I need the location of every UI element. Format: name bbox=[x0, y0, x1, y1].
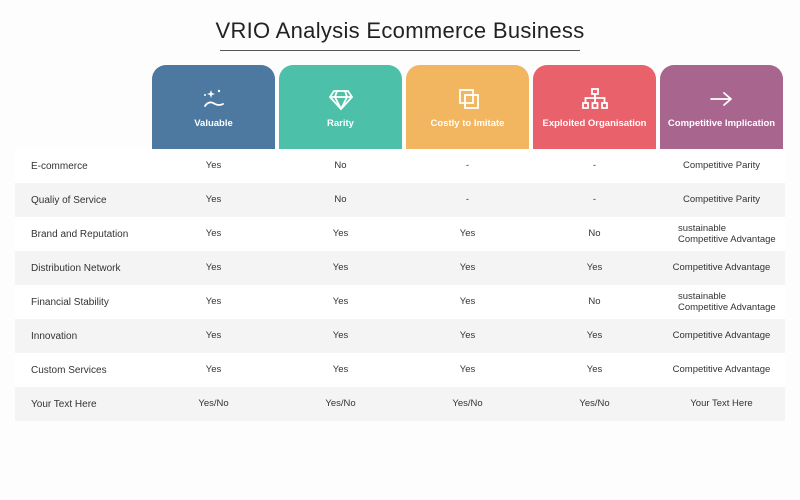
cell: Yes bbox=[531, 353, 658, 387]
cell: No bbox=[531, 217, 658, 251]
diamond-icon bbox=[326, 85, 356, 113]
row-label: Custom Services bbox=[15, 353, 150, 387]
title-underline bbox=[220, 50, 580, 51]
cell: Yes bbox=[150, 217, 277, 251]
row-label: Brand and Reputation bbox=[15, 217, 150, 251]
vrio-table-container: VRIO Analysis Ecommerce Business Valuabl… bbox=[15, 0, 785, 421]
table-row: Financial StabilityYesYesYesNosustainabl… bbox=[15, 285, 785, 319]
table-row: Your Text HereYes/NoYes/NoYes/NoYes/NoYo… bbox=[15, 387, 785, 421]
cell: - bbox=[404, 183, 531, 217]
cell: Competitive Advantage bbox=[658, 353, 785, 387]
header-cell: Valuable bbox=[150, 65, 277, 149]
cell: Yes/No bbox=[404, 387, 531, 421]
header-label: Exploited Organisation bbox=[543, 119, 647, 129]
cell: Yes bbox=[150, 183, 277, 217]
cell: Competitive Parity bbox=[658, 149, 785, 183]
header-card-costly-to-imitate: Costly to Imitate bbox=[406, 65, 529, 149]
cell: Your Text Here bbox=[658, 387, 785, 421]
header-card-valuable: Valuable bbox=[152, 65, 275, 149]
table-row: InnovationYesYesYesYesCompetitive Advant… bbox=[15, 319, 785, 353]
sparkle-hand-icon bbox=[199, 85, 229, 113]
table-row: Qualiy of ServiceYesNo--Competitive Pari… bbox=[15, 183, 785, 217]
cell: Yes bbox=[531, 319, 658, 353]
cell: sustainable Competitive Advantage bbox=[658, 285, 785, 319]
cell: Yes/No bbox=[150, 387, 277, 421]
header-row: Valuable Rarity Costly to Imitate Exploi… bbox=[15, 65, 785, 149]
header-card-exploited-organisation: Exploited Organisation bbox=[533, 65, 656, 149]
cell: Yes bbox=[150, 319, 277, 353]
header-cell: Rarity bbox=[277, 65, 404, 149]
table-row: Brand and ReputationYesYesYesNosustainab… bbox=[15, 217, 785, 251]
header-label: Competitive Implication bbox=[668, 119, 775, 129]
cell: Yes bbox=[531, 251, 658, 285]
header-label: Valuable bbox=[194, 119, 233, 129]
header-card-rarity: Rarity bbox=[279, 65, 402, 149]
cell: Yes bbox=[404, 251, 531, 285]
cell: No bbox=[277, 149, 404, 183]
page-title: VRIO Analysis Ecommerce Business bbox=[15, 18, 785, 44]
arrow-right-icon bbox=[707, 85, 737, 113]
cell: Yes bbox=[150, 149, 277, 183]
cell: Yes bbox=[150, 353, 277, 387]
cell: - bbox=[404, 149, 531, 183]
header-cell: Exploited Organisation bbox=[531, 65, 658, 149]
row-label: Distribution Network bbox=[15, 251, 150, 285]
header-cell: Costly to Imitate bbox=[404, 65, 531, 149]
cell: Competitive Parity bbox=[658, 183, 785, 217]
header-card-competitive-implication: Competitive Implication bbox=[660, 65, 783, 149]
cell: Yes bbox=[404, 285, 531, 319]
cell: - bbox=[531, 183, 658, 217]
cell: Yes bbox=[404, 353, 531, 387]
cell: Yes bbox=[277, 285, 404, 319]
table-row: E-commerceYesNo--Competitive Parity bbox=[15, 149, 785, 183]
row-label: E-commerce bbox=[15, 149, 150, 183]
cell: - bbox=[531, 149, 658, 183]
cell: Yes bbox=[404, 319, 531, 353]
row-label: Financial Stability bbox=[15, 285, 150, 319]
vrio-table: Valuable Rarity Costly to Imitate Exploi… bbox=[15, 65, 785, 421]
cell: Competitive Advantage bbox=[658, 319, 785, 353]
table-body: E-commerceYesNo--Competitive ParityQuali… bbox=[15, 149, 785, 421]
table-row: Distribution NetworkYesYesYesYesCompetit… bbox=[15, 251, 785, 285]
copy-squares-icon bbox=[454, 85, 482, 113]
cell: Yes/No bbox=[277, 387, 404, 421]
header-label: Rarity bbox=[327, 119, 354, 129]
cell: Yes bbox=[277, 251, 404, 285]
cell: Yes/No bbox=[531, 387, 658, 421]
cell: Yes bbox=[150, 251, 277, 285]
cell: sustainable Competitive Advantage bbox=[658, 217, 785, 251]
header-cell: Competitive Implication bbox=[658, 65, 785, 149]
cell: Yes bbox=[150, 285, 277, 319]
cell: Yes bbox=[277, 217, 404, 251]
header-label: Costly to Imitate bbox=[431, 119, 505, 129]
table-row: Custom ServicesYesYesYesYesCompetitive A… bbox=[15, 353, 785, 387]
org-chart-icon bbox=[580, 85, 610, 113]
cell: Competitive Advantage bbox=[658, 251, 785, 285]
row-label: Qualiy of Service bbox=[15, 183, 150, 217]
cell: Yes bbox=[277, 353, 404, 387]
cell: Yes bbox=[277, 319, 404, 353]
header-spacer bbox=[15, 65, 150, 149]
row-label: Your Text Here bbox=[15, 387, 150, 421]
cell: Yes bbox=[404, 217, 531, 251]
cell: No bbox=[277, 183, 404, 217]
cell: No bbox=[531, 285, 658, 319]
row-label: Innovation bbox=[15, 319, 150, 353]
